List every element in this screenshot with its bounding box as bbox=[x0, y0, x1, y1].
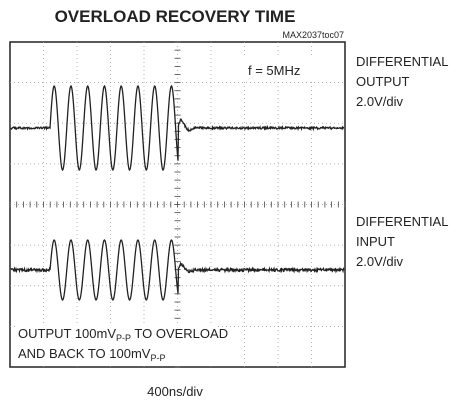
annotation-line: AND BACK TO 100mVP-P bbox=[18, 346, 165, 363]
frequency-label: f = 5MHz bbox=[248, 63, 300, 78]
title: OVERLOAD RECOVERY TIME bbox=[55, 7, 296, 26]
label-line: INPUT bbox=[356, 234, 395, 249]
scope-figure: OVERLOAD RECOVERY TIME MAX2037toc07 f = … bbox=[0, 0, 466, 407]
label-line: DIFFERENTIAL bbox=[356, 54, 448, 69]
time-scale: 400ns/div bbox=[147, 384, 203, 399]
channel-label: DIFFERENTIAL INPUT 2.0V/div bbox=[356, 214, 448, 269]
label-line: OUTPUT bbox=[356, 74, 410, 89]
channel-label: DIFFERENTIAL OUTPUT 2.0V/div bbox=[356, 54, 448, 109]
figure-id: MAX2037toc07 bbox=[282, 30, 344, 40]
label-line: 2.0V/div bbox=[356, 94, 403, 109]
label-line: 2.0V/div bbox=[356, 254, 403, 269]
label-line: DIFFERENTIAL bbox=[356, 214, 448, 229]
